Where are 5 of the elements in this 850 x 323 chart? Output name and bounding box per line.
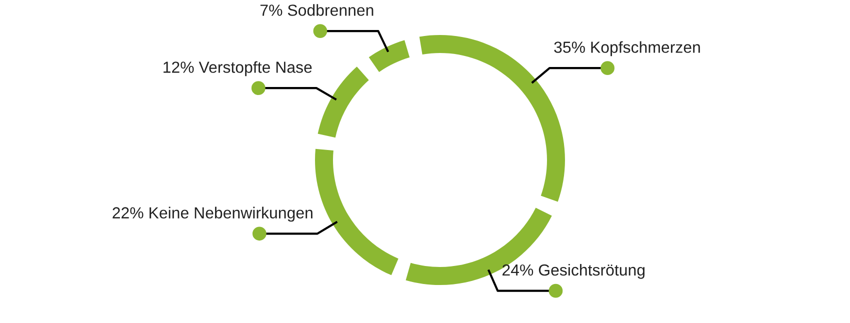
slice-label: 24% Gesichtsrötung bbox=[502, 264, 645, 279]
slice-label: 12% Verstopfte Nase bbox=[164, 61, 312, 76]
slice-label: 22% Keine Nebenwirkungen bbox=[112, 206, 312, 222]
slice-label: 7% Sodbrennen bbox=[260, 4, 374, 16]
slice-label: 35% Kopfschmerzen bbox=[554, 41, 700, 56]
